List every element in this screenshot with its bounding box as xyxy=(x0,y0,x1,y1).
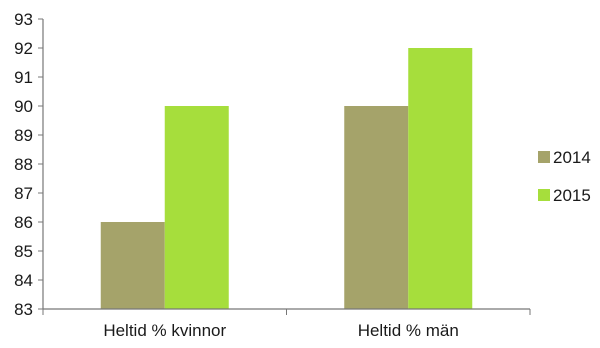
bar-2014-2 xyxy=(344,106,409,309)
bar-2015-1 xyxy=(164,106,229,309)
legend-label-2014: 2014 xyxy=(553,148,591,167)
y-tick-label: 90 xyxy=(14,97,33,116)
y-tick-label: 89 xyxy=(14,126,33,145)
bar-2014-1 xyxy=(100,222,165,309)
y-tick-label: 88 xyxy=(14,155,33,174)
bar-2015-2 xyxy=(408,48,473,309)
bars xyxy=(100,48,473,309)
legend-label-2015: 2015 xyxy=(553,186,591,205)
y-tick-label: 83 xyxy=(14,300,33,319)
x-category-label: Heltid % kvinnor xyxy=(103,321,226,340)
y-tick-label: 91 xyxy=(14,68,33,87)
x-axis-labels: Heltid % kvinnor Heltid % män xyxy=(103,321,458,340)
legend-swatch-2014 xyxy=(538,151,550,163)
legend: 2014 2015 xyxy=(538,148,591,205)
legend-swatch-2015 xyxy=(538,189,550,201)
y-tick-label: 86 xyxy=(14,213,33,232)
y-tick-label: 93 xyxy=(14,10,33,29)
y-tick-label: 92 xyxy=(14,39,33,58)
x-category-label: Heltid % män xyxy=(358,321,459,340)
y-tick-label: 84 xyxy=(14,271,33,290)
axes xyxy=(42,19,531,315)
y-tick-label: 87 xyxy=(14,184,33,203)
y-axis-ticks: 83 84 85 86 87 88 89 90 91 92 93 xyxy=(14,10,43,319)
y-tick-label: 85 xyxy=(14,242,33,261)
